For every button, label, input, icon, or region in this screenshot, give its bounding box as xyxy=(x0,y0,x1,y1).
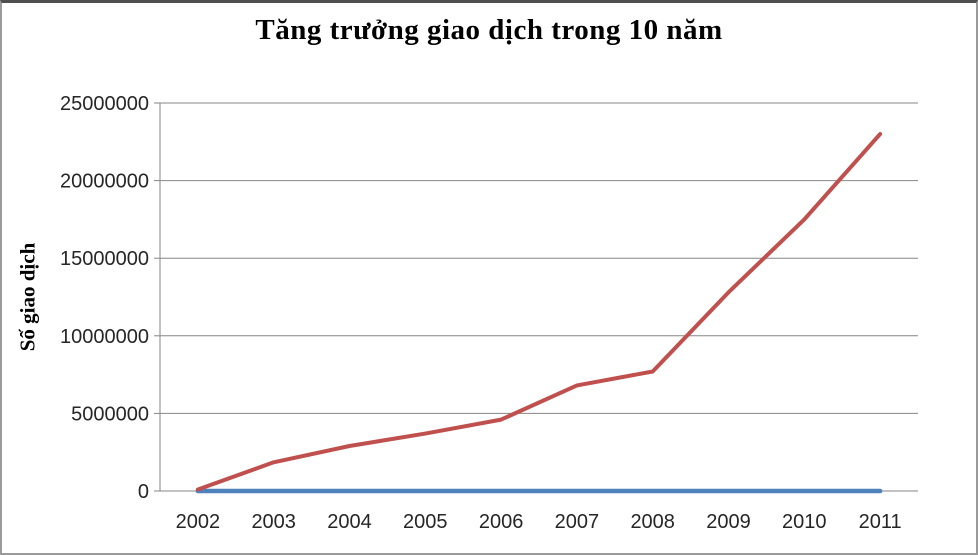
x-tick-label: 2003 xyxy=(251,511,296,533)
x-tick-label: 2011 xyxy=(859,511,902,533)
y-tick-label: 20000000 xyxy=(60,171,149,193)
series-line-series-2 xyxy=(195,132,883,492)
chart-title: Tăng trưởng giao dịch trong 10 năm xyxy=(255,14,723,46)
x-tick-label: 2005 xyxy=(403,511,448,533)
x-tick-label: 2002 xyxy=(176,511,221,533)
y-tick-label: 5000000 xyxy=(71,403,149,425)
y-axis-title: Số giao dịch xyxy=(15,242,40,352)
y-tick-label: 25000000 xyxy=(60,93,149,115)
y-tick-label: 15000000 xyxy=(60,248,149,270)
x-tick-label: 2009 xyxy=(706,511,751,533)
x-tick-label: 2004 xyxy=(327,511,372,533)
x-tick-label: 2006 xyxy=(479,511,524,533)
x-tick-label: 2007 xyxy=(555,511,600,533)
y-tick-label: 0 xyxy=(138,481,149,503)
y-tick-label: 10000000 xyxy=(60,326,149,348)
x-tick-label: 2008 xyxy=(630,511,675,533)
x-tick-label: 2010 xyxy=(782,511,827,533)
